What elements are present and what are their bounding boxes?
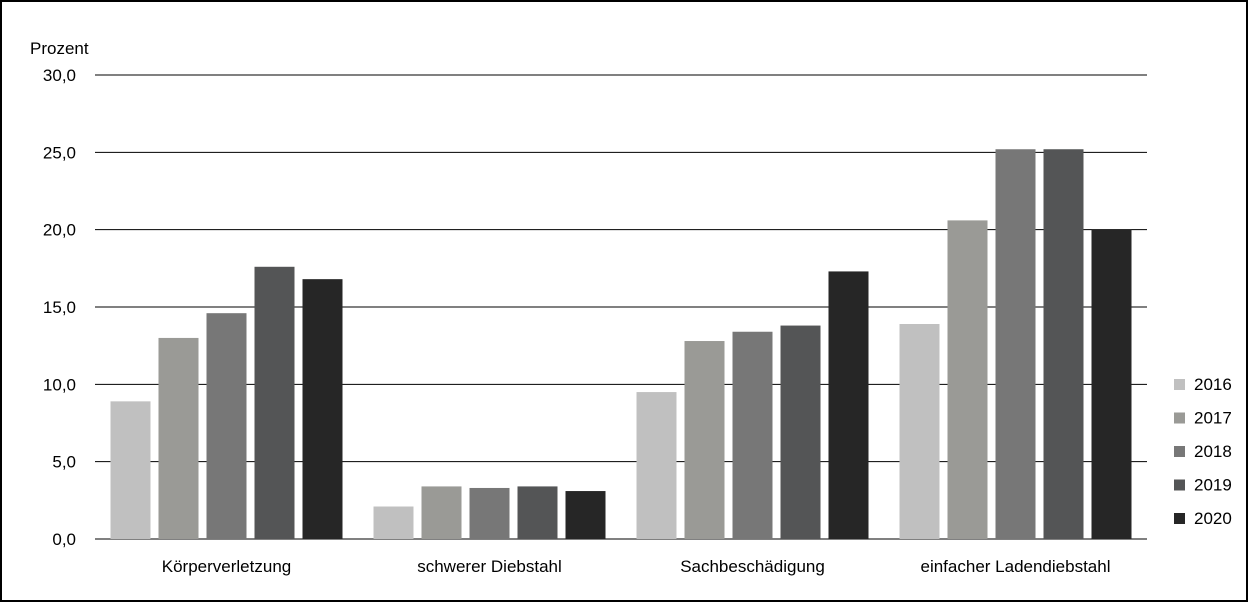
bar-2020 — [828, 271, 869, 539]
legend-label: 2017 — [1194, 409, 1232, 428]
bar-2018 — [732, 331, 773, 539]
legend-label: 2020 — [1194, 509, 1232, 528]
category-label: schwerer Diebstahl — [417, 557, 562, 576]
y-axis-label: Prozent — [30, 39, 89, 58]
bar-2018 — [469, 487, 510, 539]
bar-2019 — [1043, 149, 1084, 540]
legend-swatch — [1174, 446, 1185, 457]
bar-2020 — [302, 279, 343, 539]
bar-2017 — [421, 486, 462, 539]
y-tick-label: 15,0 — [43, 298, 76, 317]
legend-label: 2016 — [1194, 375, 1232, 394]
gridlines — [95, 74, 1147, 540]
bar-2020 — [1091, 229, 1132, 539]
bar-2017 — [684, 341, 725, 539]
y-tick-label: 0,0 — [52, 530, 76, 549]
bar-2019 — [517, 486, 558, 539]
y-tick-label: 10,0 — [43, 375, 76, 394]
legend-swatch — [1174, 479, 1185, 491]
y-tick-label: 30,0 — [43, 66, 76, 85]
category-labels: Körperverletzung schwerer Diebstahl Sachbe… — [162, 557, 1111, 576]
bar-2018 — [995, 149, 1036, 540]
bars — [110, 149, 1132, 540]
bar-2016 — [373, 506, 414, 539]
y-tick-labels: 0,0 5,0 10,0 15,0 20,0 25,0 30,0 — [43, 66, 76, 549]
category-label: einfacher Ladendiebstahl — [921, 557, 1111, 576]
y-tick-label: 20,0 — [43, 221, 76, 240]
legend-label: 2019 — [1194, 476, 1232, 495]
bar-2018 — [206, 313, 247, 539]
legend-label: 2018 — [1194, 442, 1232, 461]
bar-2017 — [158, 337, 199, 539]
bar-2016 — [899, 324, 940, 539]
bar-2020 — [565, 491, 606, 539]
legend-swatch — [1174, 379, 1185, 390]
bar-2016 — [110, 401, 151, 539]
bar-2019 — [254, 266, 295, 539]
category-label: Körperverletzung — [162, 557, 291, 576]
legend-swatch — [1174, 513, 1185, 524]
bar-2017 — [947, 220, 988, 540]
legend-swatch — [1174, 412, 1185, 424]
legend: 2016 2017 2018 2019 2020 — [1174, 375, 1232, 528]
y-tick-label: 5,0 — [52, 453, 76, 472]
y-tick-label: 25,0 — [43, 143, 76, 162]
category-label: Sachbeschädigung — [680, 557, 825, 576]
bar-2016 — [636, 392, 677, 539]
bar-2019 — [780, 325, 821, 539]
